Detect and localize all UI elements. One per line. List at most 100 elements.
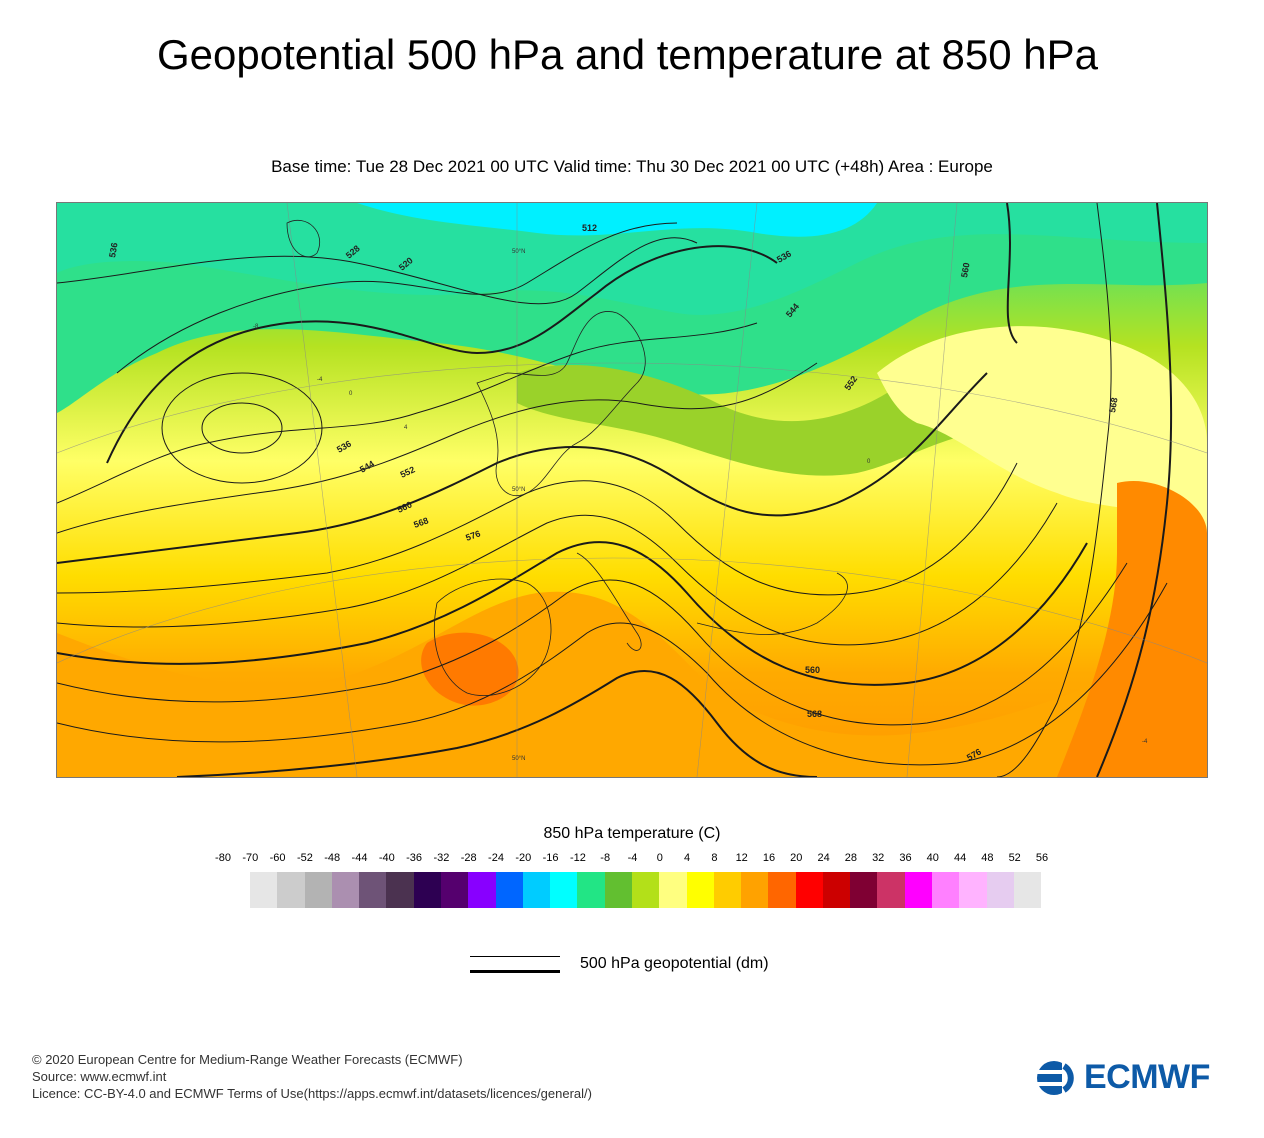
colorbar-tick-label: -8 [600,852,611,864]
small-labels: 50°N 50°N 50°N 0 4 -4 0 -8 -4 [253,249,1148,762]
colorbar-tick-label: 28 [844,852,858,864]
contour-label: 560 [805,665,820,675]
colorbar-swatch [522,872,551,908]
cold-zone-deep [57,203,1207,315]
colorbar-tick-label: -60 [269,852,286,864]
colorbar-swatch [577,872,605,908]
colorbar-tick-label: -24 [488,852,504,864]
contour-labels: 512 520 528 536 536 536 544 544 552 552 … [107,223,1119,763]
colorbar-tick-label: -32 [433,852,450,864]
colorbar-tick-label: 20 [790,852,803,864]
colorbar-swatch [795,872,823,908]
colorbar-tick-label: -12 [569,852,586,864]
contour-legend: 500 hPa geopotential (dm) [470,952,870,982]
colorbar-swatch [959,872,987,908]
colorbar-tick-label: -48 [324,852,341,864]
colorbar-swatch [659,872,687,908]
warm-ridge-east [877,326,1207,533]
source-line: Source: www.ecmwf.int [32,1069,167,1084]
lat-label: 50°N [512,249,525,255]
colorbar-swatch [1013,872,1042,908]
legend-thin-line [470,956,560,957]
contour-label: 568 [807,709,822,719]
colorbar-swatch [495,872,523,908]
legend-thick-line [470,970,560,973]
geopotential-contours [57,203,1173,777]
weather-map: 512 520 528 536 536 536 544 544 552 552 … [56,202,1208,778]
ecmwf-logo: ECMWF [1034,1058,1234,1098]
contour-label: 576 [464,528,482,543]
colorbar-tick-label: 48 [981,852,994,864]
colorbar-swatch [604,872,632,908]
contour-label: 536 [107,242,119,259]
colorbar-swatch [932,872,960,908]
colorbar-swatch [331,872,360,908]
colorbar-swatch [359,872,387,908]
lat-label: 50°N [512,756,525,762]
colorbar-tick-label: 32 [872,852,885,864]
colorbar-swatch [304,872,332,908]
colorbar-swatch [386,872,414,908]
ecmwf-logo-text: ECMWF [1084,1058,1210,1096]
chart-subtitle: Base time: Tue 28 Dec 2021 00 UTC Valid … [271,157,993,176]
colorbar-tick-label: -4 [627,852,638,864]
colorbar-swatch [822,872,851,908]
legend-label: 500 hPa geopotential (dm) [580,955,769,972]
colorbar-swatch [440,872,469,908]
colorbar-swatch [904,872,933,908]
coastlines [286,220,848,696]
colorbar-swatch [550,872,578,908]
colorbar-tick-label: -40 [378,852,395,864]
colorbar-swatch [468,872,496,908]
colorbar-tick-label: 44 [953,852,967,864]
contour-label: 568 [412,515,430,530]
colorbar-tick-label: 52 [1008,852,1021,864]
contour-label: 568 [1107,397,1119,414]
colorbar-swatch [277,872,305,908]
colorbar-swatch [631,872,660,908]
chart-title: Geopotential 500 hPa and temperature at … [157,31,1099,78]
temp-label: 0 [867,459,871,465]
colorbar-tick-label: -16 [542,852,559,864]
temp-label: -4 [1142,739,1148,745]
temp-label: -4 [317,377,323,383]
colorbar-tick-label: 24 [817,852,830,864]
colorbar-tick-label: 16 [762,852,776,864]
footer: © 2020 European Centre for Medium-Range … [32,1051,592,1102]
colorbar-tick-label: -70 [242,852,259,864]
colorbar-tick-label: -44 [351,852,368,864]
colorbar-swatch [741,872,769,908]
lat-label: 50°N [512,487,525,493]
colorbar-tick-label: 36 [899,852,912,864]
colorbar-tick-label: 56 [1035,852,1049,864]
colorbar-swatch [686,872,714,908]
ecmwf-logo-icon [1034,1061,1082,1095]
licence-line: Licence: CC-BY-4.0 and ECMWF Terms of Us… [32,1086,592,1101]
colorbar-swatch [877,872,905,908]
warm-zone-east [1057,481,1207,777]
colorbar-tick-label: 8 [711,852,718,864]
temp-label: 0 [349,391,353,397]
temp-label: -8 [253,324,259,330]
colorbar-tick-label: 40 [926,852,939,864]
colorbar-ticks: -80 -70 -60 -52 -48 -44 -40 -36 -32 -28 -24 -20 -16-… [0,852,1264,868]
colorbar-tick-label: -52 [296,852,313,864]
contour-label: 560 [959,262,971,279]
colorbar-tick-label: -80 [215,852,231,864]
colorbar [250,872,1042,908]
cold-zone-cyan [357,203,877,237]
colorbar-tick-label: 12 [735,852,748,864]
map-canvas: 512 520 528 536 536 536 544 544 552 552 … [57,203,1207,777]
colorbar-tick-label: 0 [656,852,663,864]
colorbar-swatch [413,872,441,908]
colorbar-swatch [850,872,878,908]
copyright-line: © 2020 European Centre for Medium-Range … [32,1052,463,1067]
colorbar-title: 850 hPa temperature (C) [543,825,721,842]
colorbar-swatch [713,872,742,908]
graticule [57,203,1207,777]
colorbar-tick-label: 4 [684,852,691,864]
warm-zone-south [57,591,1207,777]
colorbar-swatch [986,872,1014,908]
colorbar-swatch [250,872,278,908]
temp-label: 4 [404,425,408,431]
